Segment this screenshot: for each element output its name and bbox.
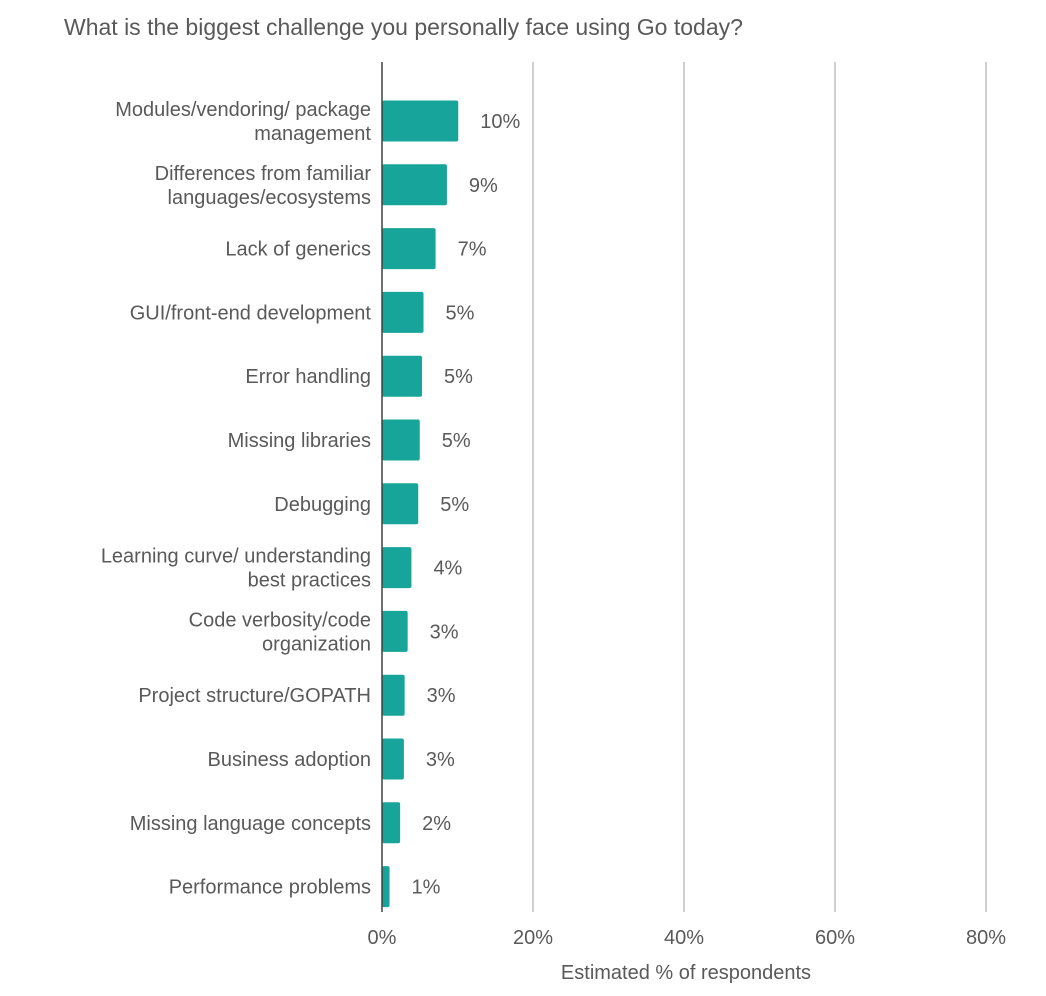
bar: [382, 419, 420, 461]
value-label: 3%: [426, 749, 455, 771]
category-label: Missing libraries: [228, 430, 371, 452]
x-tick-label: 60%: [815, 927, 855, 949]
category-label: Code verbosity/code organization: [189, 609, 371, 655]
bar: [382, 164, 447, 206]
bar: [382, 547, 412, 589]
bar: [382, 355, 423, 397]
value-label: 3%: [430, 621, 459, 643]
category-labels: Modules/vendoring/ package management Diff…: [101, 99, 372, 899]
category-label: Missing language concepts: [130, 813, 371, 835]
value-label: 5%: [440, 494, 469, 516]
bar: [382, 100, 459, 142]
bar: [382, 866, 390, 908]
category-label: Project structure/GOPATH: [138, 685, 371, 707]
value-label: 3%: [427, 685, 456, 707]
value-label: 1%: [412, 877, 441, 899]
value-label: 10%: [480, 111, 520, 133]
category-label: Debugging: [274, 494, 371, 516]
x-tick-label: 20%: [513, 927, 553, 949]
x-tick-labels: 0% 20% 40% 60% 80%: [368, 927, 1007, 949]
value-label: 9%: [469, 175, 498, 197]
value-label: 7%: [458, 239, 487, 261]
value-label: 5%: [442, 430, 471, 452]
bar: [382, 483, 419, 525]
x-axis-title: Estimated % of respondents: [561, 962, 811, 984]
bar: [382, 291, 424, 333]
value-label: 4%: [433, 558, 462, 580]
category-label: Performance problems: [169, 877, 371, 899]
category-label: Error handling: [245, 366, 371, 388]
chart-title: What is the biggest challenge you person…: [64, 14, 743, 40]
bar: [382, 610, 408, 652]
value-label: 5%: [446, 302, 475, 324]
category-label: Lack of generics: [225, 239, 371, 261]
bar: [382, 738, 404, 780]
bar: [382, 802, 401, 844]
bar: [382, 674, 405, 716]
x-tick-label: 0%: [368, 927, 397, 949]
value-label: 2%: [422, 813, 451, 835]
category-label: GUI/front-end development: [130, 302, 372, 324]
bar: [382, 228, 436, 270]
value-labels: 10% 9% 7% 5% 5% 5% 5% 4% 3% 3% 3% 2% 1%: [412, 111, 521, 899]
category-label: Business adoption: [208, 749, 371, 771]
gridlines: [532, 62, 987, 912]
category-label: Differences from familiar languages/ecosy…: [155, 163, 372, 209]
category-label: Learning curve/ understanding best practi…: [101, 546, 371, 592]
x-tick-label: 40%: [664, 927, 704, 949]
bars: [382, 100, 459, 908]
category-label: Modules/vendoring/ package management: [115, 99, 371, 145]
x-tick-label: 80%: [966, 927, 1006, 949]
value-label: 5%: [444, 366, 473, 388]
